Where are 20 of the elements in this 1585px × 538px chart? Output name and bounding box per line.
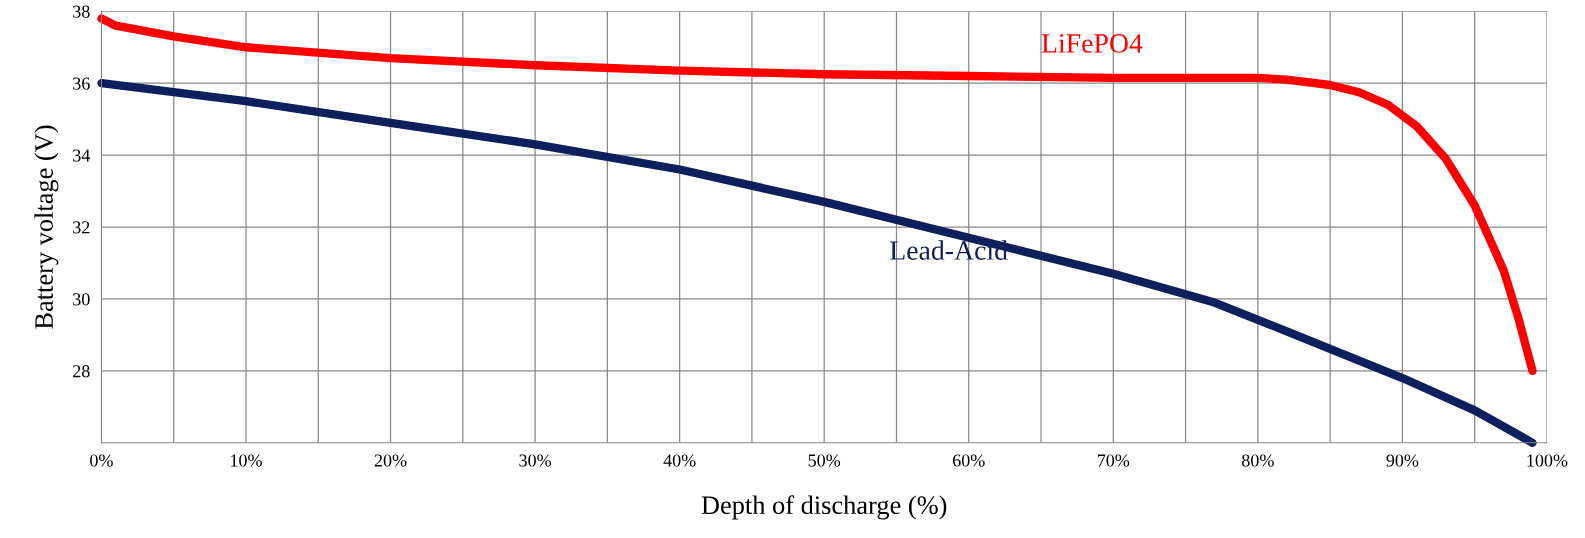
y-tick-label: 32 — [73, 221, 90, 234]
x-tick-label: 80% — [1242, 454, 1274, 467]
x-tick-label: 30% — [519, 454, 552, 467]
x-tick-label: 60% — [952, 454, 985, 467]
x-tick-label: 100% — [1527, 454, 1568, 467]
x-tick-label: 40% — [663, 454, 696, 467]
x-axis-title: Depth of discharge (%) — [701, 495, 947, 520]
x-tick-label: 10% — [231, 454, 262, 467]
y-tick-label: 30 — [73, 293, 90, 306]
y-tick-label: 28 — [73, 365, 90, 378]
y-axis-title: Battery voltage (V) — [34, 125, 59, 329]
y-tick-label: 38 — [73, 5, 90, 18]
x-tick-label: 0% — [90, 454, 113, 467]
x-tick-label: 70% — [1097, 454, 1130, 467]
y-tick-label: 34 — [73, 149, 91, 162]
series-label: LiFePO4 — [1041, 34, 1143, 53]
x-tick-label: 20% — [374, 454, 407, 467]
y-tick-label: 36 — [73, 77, 90, 90]
x-tick-label: 90% — [1386, 454, 1419, 467]
x-tick-label: 50% — [808, 454, 841, 467]
